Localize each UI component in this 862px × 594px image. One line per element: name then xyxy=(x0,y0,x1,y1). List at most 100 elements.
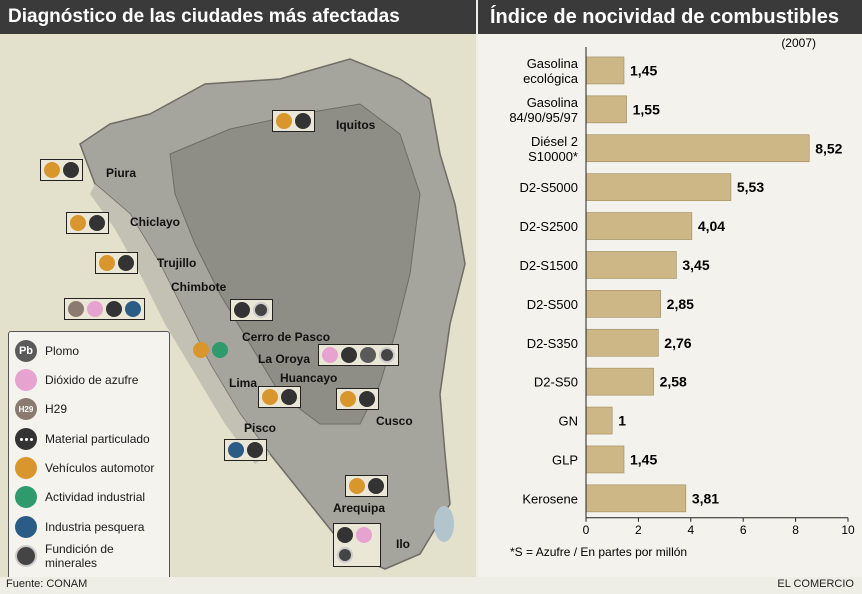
value-label: 2,58 xyxy=(660,374,687,390)
lead-icon xyxy=(360,347,376,363)
value-label: 8,52 xyxy=(815,140,842,156)
category-label: D2-S2500 xyxy=(519,219,578,234)
city-cusco: Cusco xyxy=(376,414,413,428)
fishing-icon xyxy=(125,301,141,317)
vehicle-icon xyxy=(99,255,115,271)
h2s-icon: H29 xyxy=(15,398,37,420)
mineral-smelting-icon xyxy=(379,347,395,363)
category-label: GN xyxy=(559,414,579,429)
particulate-icon xyxy=(118,255,134,271)
chiclayo-indicators xyxy=(66,212,109,234)
vehicle-icon xyxy=(15,457,37,479)
vehicle-icon xyxy=(193,342,209,358)
legend-label: Dióxido de azufre xyxy=(45,373,139,387)
cusco-indicators xyxy=(336,388,379,410)
la-oroya-indicators xyxy=(318,344,399,366)
category-label: Gasolina xyxy=(527,56,579,71)
chart-subtitle: (2007) xyxy=(781,36,816,50)
legend-label: Fundición de minerales xyxy=(44,542,114,570)
x-tick-label: 8 xyxy=(792,523,799,537)
city-la-oroya: La Oroya xyxy=(258,352,311,366)
legend-row-industry: Actividad industrial xyxy=(15,484,145,510)
particulate-icon xyxy=(281,389,297,405)
x-tick-label: 10 xyxy=(841,523,855,537)
city-chiclayo: Chiclayo xyxy=(130,215,181,229)
legend-row-lead: Pb Plomo xyxy=(15,338,79,364)
value-label: 1,45 xyxy=(630,451,657,467)
chimbote-indicators xyxy=(64,298,145,320)
bar xyxy=(585,445,625,474)
legend-label: Vehículos automotor xyxy=(45,461,155,475)
iquitos-indicators xyxy=(272,110,315,132)
particulate-icon xyxy=(337,526,353,543)
particulate-icon xyxy=(89,215,105,231)
value-label: 4,04 xyxy=(698,218,725,234)
city-chimbote: Chimbote xyxy=(171,280,227,294)
fishing-icon xyxy=(15,516,37,538)
fuel-harm-bar-chart: (2007)1,45Gasolinaecológica1,55Gasolina8… xyxy=(509,36,855,559)
fishing-icon xyxy=(228,442,244,458)
category-label: S10000* xyxy=(528,149,578,164)
sulfur-dioxide-icon xyxy=(87,301,103,317)
ilo-indicators xyxy=(333,523,381,567)
x-tick-label: 2 xyxy=(635,523,642,537)
city-trujillo: Trujillo xyxy=(157,256,197,270)
value-label: 2,85 xyxy=(667,296,694,312)
bar xyxy=(585,56,625,85)
mineral-smelting-icon xyxy=(15,545,37,567)
bar xyxy=(585,173,732,201)
industry-icon xyxy=(212,342,228,358)
particulate-icon xyxy=(295,113,311,129)
category-label: D2-S5000 xyxy=(519,180,578,195)
trujillo-indicators xyxy=(95,252,138,274)
particulate-icon xyxy=(15,428,37,450)
particulate-icon xyxy=(247,442,263,458)
legend-row-sulfur-dioxide: Dióxido de azufre xyxy=(15,367,138,393)
particulate-icon xyxy=(341,347,357,363)
category-label: ecológica xyxy=(523,71,579,86)
category-label: D2-S1500 xyxy=(519,258,578,273)
value-label: 1 xyxy=(618,413,626,429)
city-arequipa: Arequipa xyxy=(333,501,386,515)
bar xyxy=(585,212,693,240)
value-label: 1,55 xyxy=(633,101,660,117)
value-label: 3,45 xyxy=(682,257,709,273)
x-tick-label: 4 xyxy=(687,523,694,537)
city-pisco: Pisco xyxy=(244,421,277,435)
legend-label: Plomo xyxy=(45,344,80,358)
sulfur-dioxide-icon xyxy=(15,369,37,391)
x-tick-label: 0 xyxy=(583,523,590,537)
bar xyxy=(585,290,661,318)
bar xyxy=(585,328,659,357)
bar xyxy=(585,406,613,435)
bar xyxy=(585,251,677,279)
pisco-indicators xyxy=(224,439,267,461)
legend-row-fishing: Industria pesquera xyxy=(15,514,144,540)
particulate-icon xyxy=(106,301,122,317)
legend-label: H29 xyxy=(45,402,68,416)
category-label: GLP xyxy=(552,452,578,467)
fuel-harm-chart-panel: (2007) 1,45 Gasolina ecológica 1,55 Gasolina 8… xyxy=(478,34,862,577)
h2s-icon xyxy=(68,301,84,317)
peru-map-panel: Iquitos Piura Chiclayo Trujillo Chimbote… xyxy=(0,34,476,577)
category-label: Kerosene xyxy=(522,491,578,506)
legend-row-h2s: H29 H29 xyxy=(15,396,67,422)
category-label: D2-S350 xyxy=(527,336,578,351)
sulfur-dioxide-icon xyxy=(356,526,372,543)
legend-row-mineral-smelting: Fundición de minerales xyxy=(15,542,169,570)
city-ilo: Ilo xyxy=(396,537,410,551)
arequipa-indicators xyxy=(345,475,388,497)
mineral-smelting-icon xyxy=(253,302,269,318)
mineral-smelting-icon xyxy=(337,547,353,564)
particulate-icon xyxy=(63,162,79,178)
particulate-icon xyxy=(234,302,250,318)
city-iquitos: Iquitos xyxy=(336,118,376,132)
map-title: Diagnóstico de las ciudades más afectada… xyxy=(0,0,476,34)
legend-row-vehicle: Vehículos automotor xyxy=(15,455,154,481)
lead-icon: Pb xyxy=(15,340,37,362)
huancayo-indicators xyxy=(258,386,301,408)
vehicle-icon xyxy=(70,215,86,231)
city-huancayo: Huancayo xyxy=(280,371,338,385)
city-piura: Piura xyxy=(106,166,137,180)
category-label: D2-S50 xyxy=(534,375,578,390)
